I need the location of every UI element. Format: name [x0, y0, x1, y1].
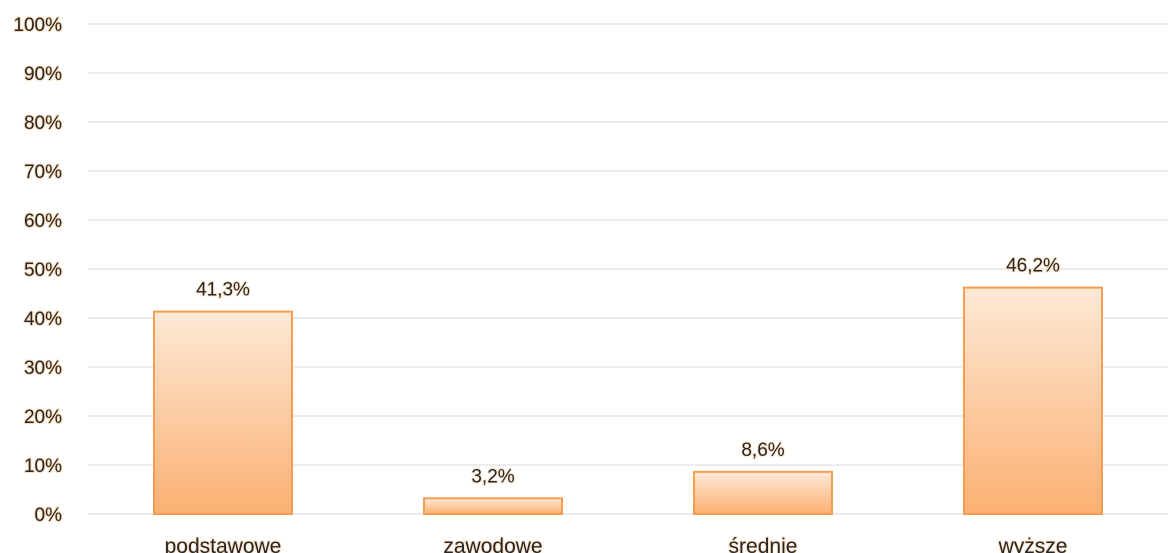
x-axis-category-labels: podstawowe zawodowe średnie wyższe	[164, 534, 1069, 553]
y-tick-label: 90%	[24, 64, 62, 85]
bar-1	[423, 497, 563, 516]
y-tick-label: 50%	[24, 260, 62, 281]
y-tick-label: 0%	[35, 505, 63, 526]
x-category-label: średnie	[729, 535, 798, 553]
y-tick-label: 30%	[24, 358, 62, 379]
bars	[153, 286, 1103, 516]
y-tick-label: 60%	[24, 211, 62, 232]
y-axis-tick-labels: 0% 10% 20% 30% 40% 50% 60% 70% 80% 90% 100%	[12, 14, 63, 527]
y-tick-label: 40%	[24, 309, 62, 330]
y-tick-label: 70%	[24, 162, 62, 183]
data-label: 8,6%	[741, 440, 784, 461]
y-tick-label: 100%	[13, 15, 62, 36]
data-label: 46,2%	[1006, 256, 1060, 277]
x-category-label: wyższe	[998, 535, 1068, 553]
y-tick-label: 20%	[24, 407, 62, 428]
y-tick-label: 80%	[24, 113, 62, 134]
bar-3	[963, 286, 1103, 515]
x-category-label: zawodowe	[443, 535, 542, 553]
data-label: 41,3%	[196, 280, 250, 301]
data-labels: 41,3% 3,2% 8,6% 46,2%	[195, 255, 1061, 489]
data-label: 3,2%	[471, 466, 514, 487]
bar-2	[693, 470, 833, 515]
x-category-label: podstawowe	[165, 535, 282, 553]
y-tick-label: 10%	[24, 456, 62, 477]
bar-0	[153, 310, 293, 515]
